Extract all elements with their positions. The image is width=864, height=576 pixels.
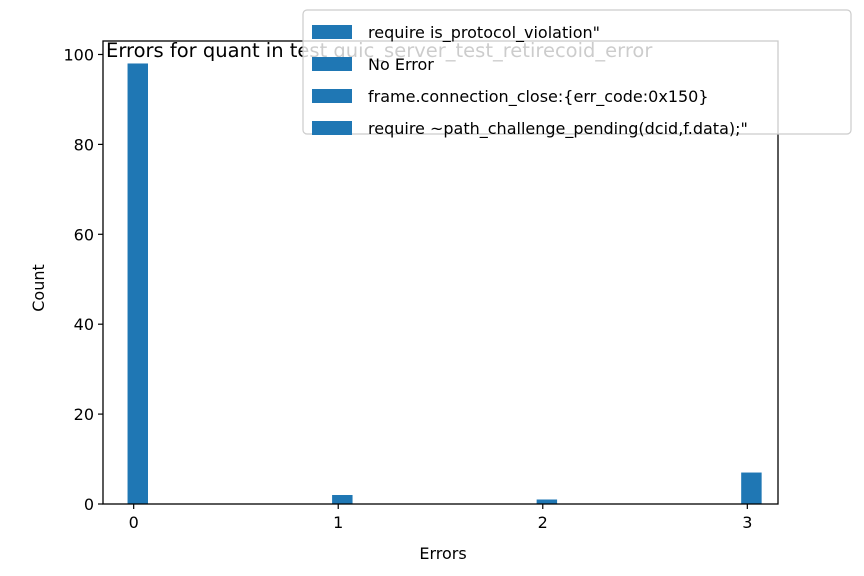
y-tick-label-4: 80 <box>74 135 94 154</box>
legend-entry-1: No Error <box>368 55 434 74</box>
bar-2 <box>536 499 558 504</box>
legend-entry-0: require is_protocol_violation" <box>368 23 600 43</box>
bar-1 <box>332 495 353 504</box>
y-tick-label-2: 40 <box>74 315 94 334</box>
legend-entry-2: frame.connection_close:{err_code:0x150} <box>368 87 709 107</box>
bar-3 <box>741 472 762 504</box>
y-tick-label-5: 100 <box>63 45 94 64</box>
legend: require is_protocol_violation" No Error fr… <box>302 9 852 139</box>
y-axis-ticks: 0 20 40 60 80 100 <box>63 45 103 514</box>
legend-box <box>302 9 852 135</box>
legend-entry-3: require ~path_challenge_pending(dcid,f.d… <box>368 119 748 139</box>
y-axis-label: Count <box>29 264 48 312</box>
x-axis-ticks: 0 1 2 3 <box>129 504 752 532</box>
bars-group <box>127 63 762 504</box>
x-tick-label-2: 2 <box>538 513 548 532</box>
legend-swatch-2 <box>312 89 352 103</box>
legend-swatch-3 <box>312 121 352 135</box>
x-axis-label: Errors <box>419 544 466 563</box>
x-tick-label-0: 0 <box>129 513 139 532</box>
bar-0 <box>127 63 148 504</box>
y-tick-label-0: 0 <box>84 495 94 514</box>
legend-swatch-0 <box>312 25 352 39</box>
y-tick-label-3: 60 <box>74 225 94 244</box>
x-tick-label-3: 3 <box>742 513 752 532</box>
x-tick-label-1: 1 <box>333 513 343 532</box>
legend-swatch-1 <box>312 57 352 71</box>
y-tick-label-1: 20 <box>74 405 94 424</box>
